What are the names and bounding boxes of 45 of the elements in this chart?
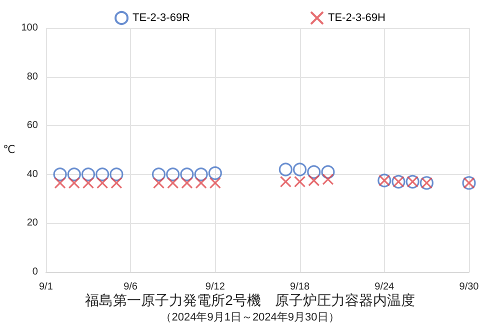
point [294,176,306,188]
point [194,168,208,182]
x-tick-label: 9/18 [290,282,310,292]
point [81,168,96,182]
text: 福島第一原子力発電所2号機 原子炉圧力容器内温度 [85,292,415,308]
point [110,168,124,182]
point [96,177,108,189]
point [68,177,80,189]
y-tick-label: 20 [26,218,38,229]
point [195,177,207,189]
x-tick-label: 9/12 [205,282,226,292]
point [181,177,193,189]
point [307,165,321,179]
point [152,177,165,189]
x-tick-label: 9/1 [38,282,54,292]
point [67,168,81,182]
text: （2024年9月1日～2024年9月30日） [160,312,340,324]
x-tick-label: 9/6 [124,282,138,292]
point [278,162,292,176]
point [166,168,180,182]
x-tick-label: 9/30 [459,282,480,292]
y-tick-label: 40 [26,168,38,180]
point [322,173,334,186]
point [180,168,194,182]
point [308,174,320,186]
point [292,162,307,176]
point [54,177,66,189]
y-tick-label: 100 [21,22,38,34]
point [152,168,166,182]
point [167,177,179,189]
point [82,177,94,189]
point [110,177,122,189]
point [96,168,110,182]
point [209,177,221,189]
y-tick-label: 0 [32,266,38,278]
point [321,165,335,179]
y-axis-title: ℃ [2,144,16,156]
point [280,176,292,188]
y-tick-label: 60 [26,120,38,132]
x-tick-label: 9/24 [374,282,395,292]
point [208,166,222,180]
legend-label: TE-2-3-69R [132,12,190,24]
y-tick-label: 80 [26,71,38,82]
point [53,168,67,182]
legend-label: TE-2-3-69H [328,12,386,24]
